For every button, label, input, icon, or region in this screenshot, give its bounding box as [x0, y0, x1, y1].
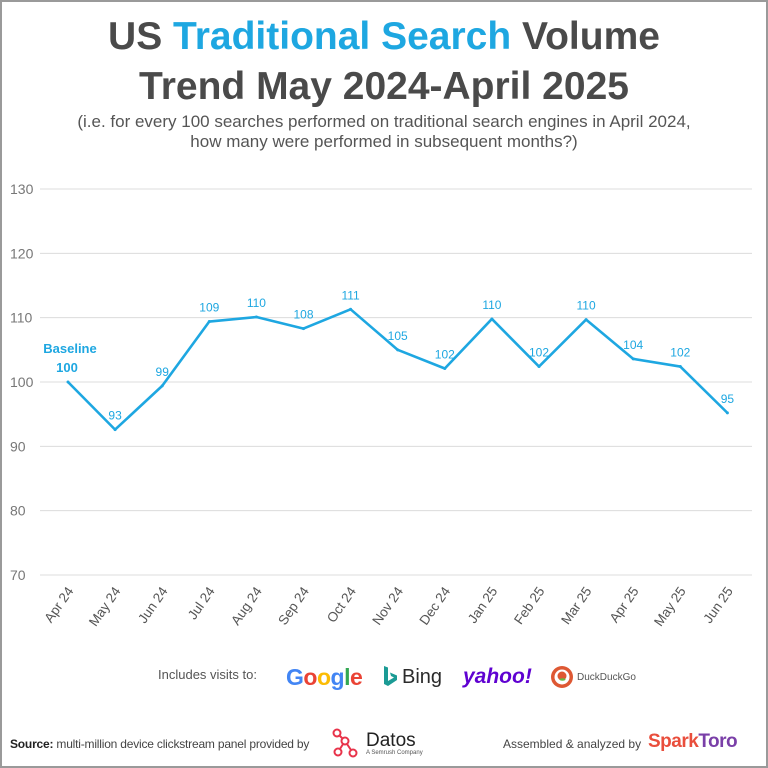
- datos-subtitle: A Semrush Company: [366, 749, 423, 756]
- source-label: Source:: [10, 737, 54, 751]
- duckduckgo-logo: DuckDuckGo: [550, 660, 636, 694]
- title-prefix: US: [108, 15, 174, 58]
- data-label: 104: [623, 338, 643, 352]
- x-tick-label: May 24: [86, 584, 124, 629]
- x-tick-label: Mar 25: [558, 584, 594, 627]
- subtitle-line-1: (i.e. for every 100 searches performed o…: [77, 112, 691, 131]
- data-label: 109: [199, 301, 219, 315]
- x-tick-label: Apr 24: [41, 584, 76, 626]
- yahoo-logo: yahoo!: [463, 665, 532, 688]
- x-tick-label: Jan 25: [465, 584, 501, 626]
- data-point: [537, 365, 541, 369]
- data-label: 102: [670, 346, 690, 360]
- y-tick-label: 100: [10, 374, 34, 390]
- baseline-annotation: Baseline: [43, 341, 96, 356]
- x-tick-label: May 25: [651, 584, 689, 629]
- title-suffix: Volume: [511, 15, 660, 58]
- data-point: [584, 318, 588, 322]
- x-tick-label: Oct 24: [324, 584, 359, 626]
- y-tick-label: 130: [10, 181, 34, 197]
- includes-label: Includes visits to:: [158, 667, 257, 682]
- source-text: multi-million device clickstream panel p…: [53, 737, 310, 751]
- grid-layer: 70 80 90 100 110 120 130: [10, 181, 752, 583]
- data-label: 110: [247, 296, 266, 310]
- title-line-2: Trend May 2024-April 2025: [139, 65, 629, 108]
- data-label: 93: [108, 409, 122, 423]
- data-point: [113, 428, 117, 432]
- x-tick-label: Dec 24: [416, 584, 453, 628]
- x-tick-label: Aug 24: [228, 584, 265, 628]
- data-point: [254, 315, 258, 319]
- data-point: [396, 348, 400, 352]
- data-label: 110: [482, 298, 501, 312]
- data-label: 108: [293, 308, 313, 322]
- data-label: 111: [341, 288, 360, 302]
- title-accent: Traditional Search: [173, 15, 512, 58]
- data-point: [631, 357, 635, 361]
- datos-logo: Datos A Semrush Company: [332, 728, 423, 758]
- data-point: [160, 384, 164, 388]
- assembled-note: Assembled & analyzed by: [503, 737, 642, 751]
- data-point: [66, 380, 70, 384]
- x-tick-label: Nov 24: [369, 584, 406, 628]
- y-tick-label: 80: [10, 503, 26, 519]
- datos-icon: [332, 728, 358, 758]
- bing-logo: Bing: [382, 660, 442, 694]
- sparktoro-logo: SparkToro: [648, 731, 738, 752]
- data-label: 105: [388, 329, 408, 343]
- line-layer: [66, 307, 729, 432]
- x-tick-label: Apr 25: [607, 584, 642, 625]
- data-label: 95: [721, 392, 735, 406]
- label-layer: 100 93 99 109 110 108 111 105 102 110 102 110 104 102…: [43, 288, 734, 422]
- bing-icon: [384, 666, 397, 686]
- chart-subtitle: (i.e. for every 100 searches performed o…: [0, 112, 768, 152]
- data-point: [725, 411, 729, 415]
- data-label: 99: [156, 365, 170, 379]
- chart-title: US Traditional Search Volume Trend May 2…: [0, 12, 768, 112]
- subtitle-line-2: how many were performed in subsequent mo…: [190, 132, 578, 151]
- x-tick-label: Jun 24: [135, 584, 171, 626]
- duckduckgo-icon: [551, 666, 573, 688]
- y-tick-label: 90: [10, 438, 26, 454]
- data-point: [349, 307, 353, 311]
- y-tick-label: 110: [10, 310, 33, 326]
- x-axis: Apr 24 May 24 Jun 24 Jul 24 Aug 24 Sep 24 Oct …: [41, 584, 736, 629]
- data-label: 102: [435, 347, 455, 361]
- data-label: 100: [56, 360, 78, 375]
- data-label: 102: [529, 346, 549, 360]
- data-label: 110: [577, 299, 596, 313]
- data-point: [302, 327, 305, 331]
- data-point: [207, 320, 211, 324]
- x-tick-label: Jul 24: [185, 584, 218, 623]
- datos-name: Datos: [366, 729, 416, 751]
- y-tick-label: 120: [10, 245, 34, 261]
- x-tick-label: Feb 25: [511, 584, 547, 627]
- data-point: [443, 366, 447, 370]
- data-point: [678, 365, 682, 369]
- title-line-1: US Traditional Search Volume: [0, 12, 768, 62]
- source-note: Source: multi-million device clickstream…: [10, 737, 309, 751]
- data-point: [490, 317, 494, 321]
- x-tick-label: Jun 25: [700, 584, 736, 626]
- x-tick-label: Sep 24: [275, 584, 312, 628]
- y-tick-label: 70: [10, 567, 26, 583]
